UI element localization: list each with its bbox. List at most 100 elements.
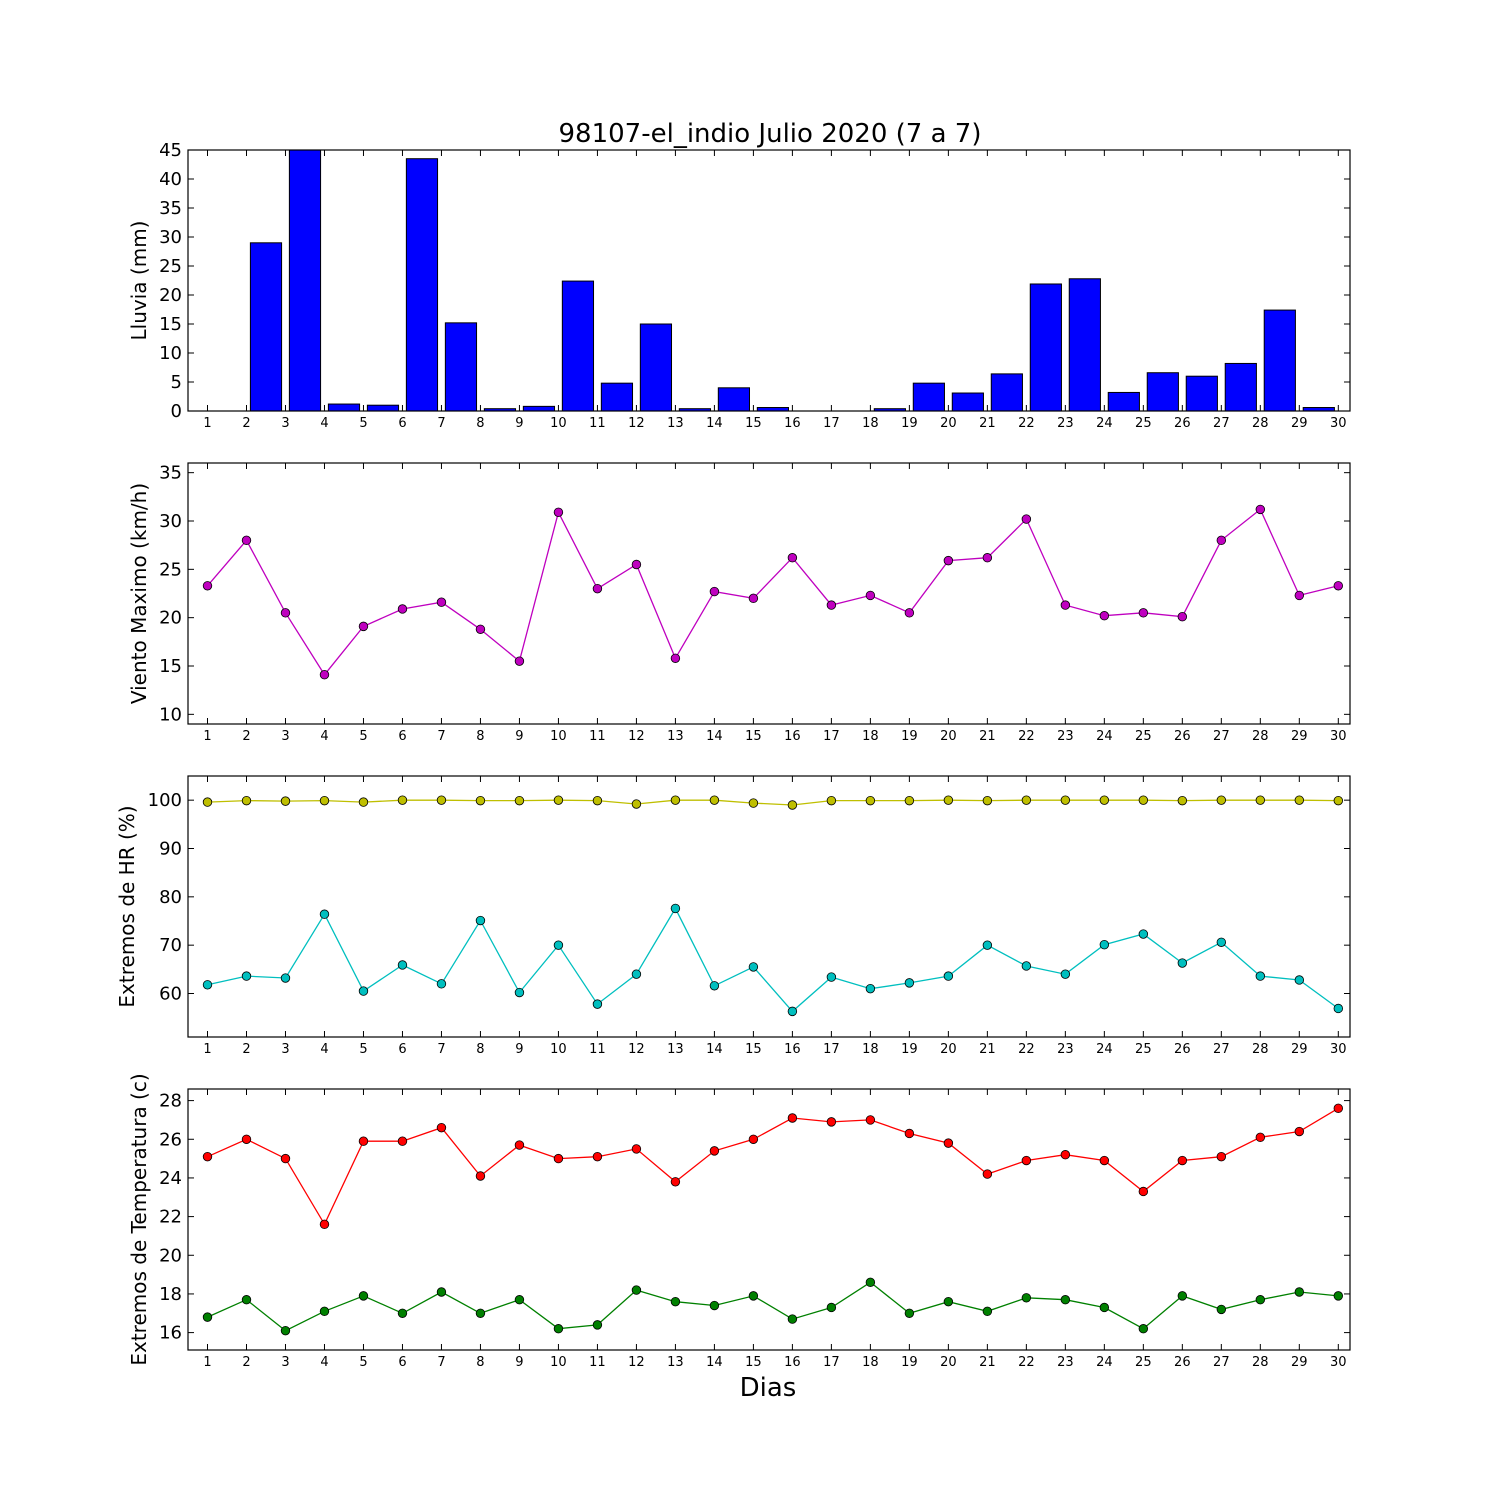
y-tick-label: 20 [159,285,182,306]
data-point [1333,1103,1344,1114]
data-point [943,795,954,805]
x-tick-label: 12 [628,416,645,431]
x-tick-label: 7 [437,729,445,744]
x-tick-label: 13 [667,1355,684,1370]
data-point [553,795,564,805]
data-point [319,670,330,680]
x-tick-label: 22 [1018,729,1035,744]
data-point [982,1169,993,1179]
data-point [709,795,720,805]
x-tick-label: 15 [745,416,762,431]
data-point [670,653,681,663]
data-point [1294,1287,1305,1297]
data-point [1255,1132,1266,1143]
x-tick-label: 25 [1135,1355,1152,1370]
x-tick-label: 5 [359,1355,367,1370]
x-tick-label: 28 [1252,1042,1269,1057]
x-tick-label: 19 [901,1355,918,1370]
data-point [1060,795,1071,805]
x-tick-label: 8 [476,1042,484,1057]
series-line [207,1107,1339,1226]
x-tick-label: 22 [1018,416,1035,431]
data-point [280,1153,291,1164]
x-tick-label: 9 [515,1355,523,1370]
data-point [787,800,798,810]
data-point [826,972,837,982]
x-tick-label: 18 [862,729,879,744]
data-point [1021,961,1032,971]
x-tick-label: 25 [1135,729,1152,744]
data-point [787,1113,798,1123]
rain-bar [912,382,945,412]
x-tick-label: 18 [862,1355,879,1370]
data-point [514,795,525,806]
rain-bar [1185,375,1218,412]
data-point [1099,1302,1110,1313]
x-axis-label: Dias [740,1373,797,1403]
y-tick-label: 10 [159,704,182,725]
data-point [436,979,447,989]
rain-bar [288,149,322,412]
x-tick-label: 5 [359,729,367,744]
x-tick-label: 21 [979,1355,996,1370]
data-point [436,1122,447,1133]
data-point [1021,514,1032,524]
x-tick-label: 19 [901,416,918,431]
data-point [475,1308,486,1318]
rain-bar [600,382,634,412]
x-tick-label: 8 [476,1355,484,1370]
data-point [358,1291,369,1301]
data-point [436,1287,447,1297]
data-point [631,799,642,809]
data-point [241,535,252,546]
data-point [865,590,876,601]
x-tick-label: 30 [1330,416,1347,431]
data-point [1021,1155,1032,1166]
x-tick-label: 7 [437,416,445,431]
data-point [1216,937,1227,947]
x-tick-label: 30 [1330,729,1347,744]
y-tick-label: 15 [159,656,182,677]
data-point [709,981,720,991]
x-tick-label: 24 [1096,729,1113,744]
x-tick-label: 17 [823,1355,840,1370]
data-point [319,795,330,806]
x-tick-label: 2 [242,729,250,744]
x-tick-label: 19 [901,1042,918,1057]
data-point [670,1296,681,1307]
x-tick-label: 12 [628,1042,645,1057]
y-tick-label: 20 [159,608,182,629]
x-tick-label: 27 [1213,1042,1230,1057]
x-tick-label: 6 [398,729,406,744]
x-tick-label: 17 [823,1042,840,1057]
y-tick-label: 60 [159,984,182,1005]
y-axis-label: Extremos de HR (%) [115,805,139,1007]
data-point [1177,795,1188,806]
data-point [826,600,837,610]
x-tick-label: 10 [550,1355,567,1370]
data-point [904,795,915,806]
data-point [202,797,213,807]
x-tick-label: 30 [1330,1042,1347,1057]
rain-bar [639,323,673,412]
plot-frame [187,775,1351,1038]
data-point [514,987,525,998]
x-tick-label: 20 [940,416,957,431]
x-tick-label: 3 [281,416,289,431]
x-tick-label: 16 [784,1355,801,1370]
plot-frame [187,149,1351,412]
data-point [202,1312,213,1322]
x-tick-label: 28 [1252,416,1269,431]
x-tick-label: 1 [203,1042,211,1057]
rain-bar [1068,278,1101,412]
x-tick-label: 13 [667,1042,684,1057]
data-point [1060,600,1071,610]
data-point [943,1296,954,1307]
data-point [280,973,291,983]
y-tick-label: 24 [159,1168,182,1189]
series-line [207,907,1339,1013]
data-point [514,1295,525,1305]
data-point [319,909,330,919]
